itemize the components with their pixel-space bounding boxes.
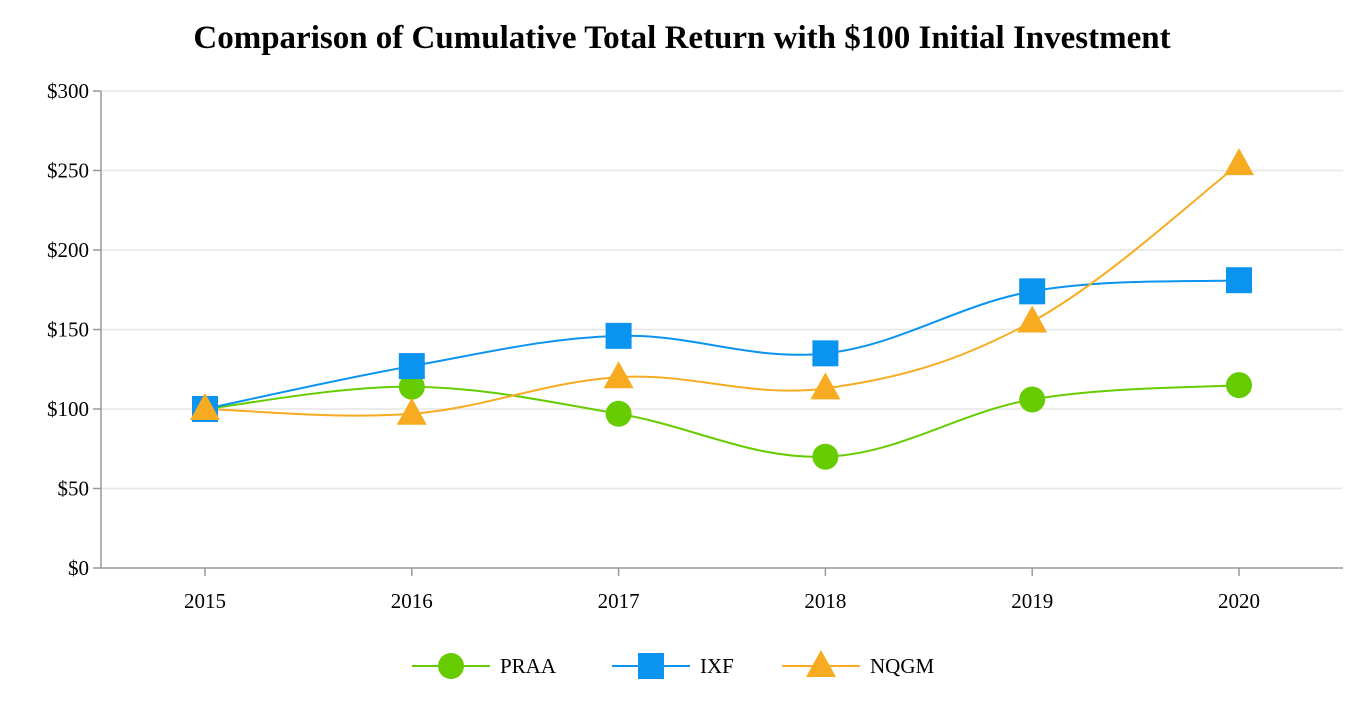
legend-item-nqgm: NQGM [782, 650, 934, 678]
data-point-praa [1019, 386, 1046, 413]
data-point-nqgm [396, 397, 427, 425]
y-tick-label: $300 [47, 79, 89, 103]
data-point-ixf [1226, 267, 1252, 294]
data-point-nqgm [190, 393, 220, 420]
y-tick-label: $50 [58, 477, 90, 501]
legend-label: IXF [700, 654, 734, 678]
chart-title: Comparison of Cumulative Total Return wi… [193, 20, 1170, 56]
y-tick-label: $250 [47, 159, 89, 183]
series-line-nqgm [204, 163, 1240, 417]
x-tick-label: 2020 [1218, 589, 1260, 613]
legend-marker [438, 653, 464, 679]
data-point-ixf [398, 353, 425, 380]
legend-label: NQGM [870, 654, 934, 678]
legend-marker [638, 653, 664, 679]
data-point-praa [398, 373, 425, 400]
x-tick-label: 2019 [1011, 589, 1053, 613]
data-point-ixf [605, 322, 632, 349]
x-tick-label: 2017 [598, 589, 640, 613]
data-point-nqgm [1017, 305, 1048, 333]
y-tick-label: $150 [47, 318, 89, 342]
x-tick-label: 2018 [804, 589, 846, 613]
legend-label: PRAA [500, 654, 557, 678]
data-point-ixf [1019, 278, 1046, 305]
data-point-nqgm [603, 361, 634, 389]
data-point-nqgm [810, 372, 841, 400]
data-point-praa [605, 400, 632, 427]
legend-item-praa: PRAA [412, 653, 557, 679]
data-point-ixf [812, 340, 839, 367]
data-point-nqgm [1224, 148, 1254, 176]
y-tick-label: $200 [47, 238, 89, 262]
data-point-praa [1226, 372, 1252, 399]
series-line-ixf [204, 279, 1240, 410]
y-tick-label: $0 [68, 556, 89, 580]
x-tick-label: 2015 [184, 589, 226, 613]
data-point-praa [812, 443, 839, 470]
legend-item-ixf: IXF [612, 653, 734, 679]
legend-marker [806, 650, 836, 677]
series-line-praa [204, 384, 1240, 458]
y-tick-label: $100 [47, 397, 89, 421]
x-tick-label: 2016 [391, 589, 433, 613]
